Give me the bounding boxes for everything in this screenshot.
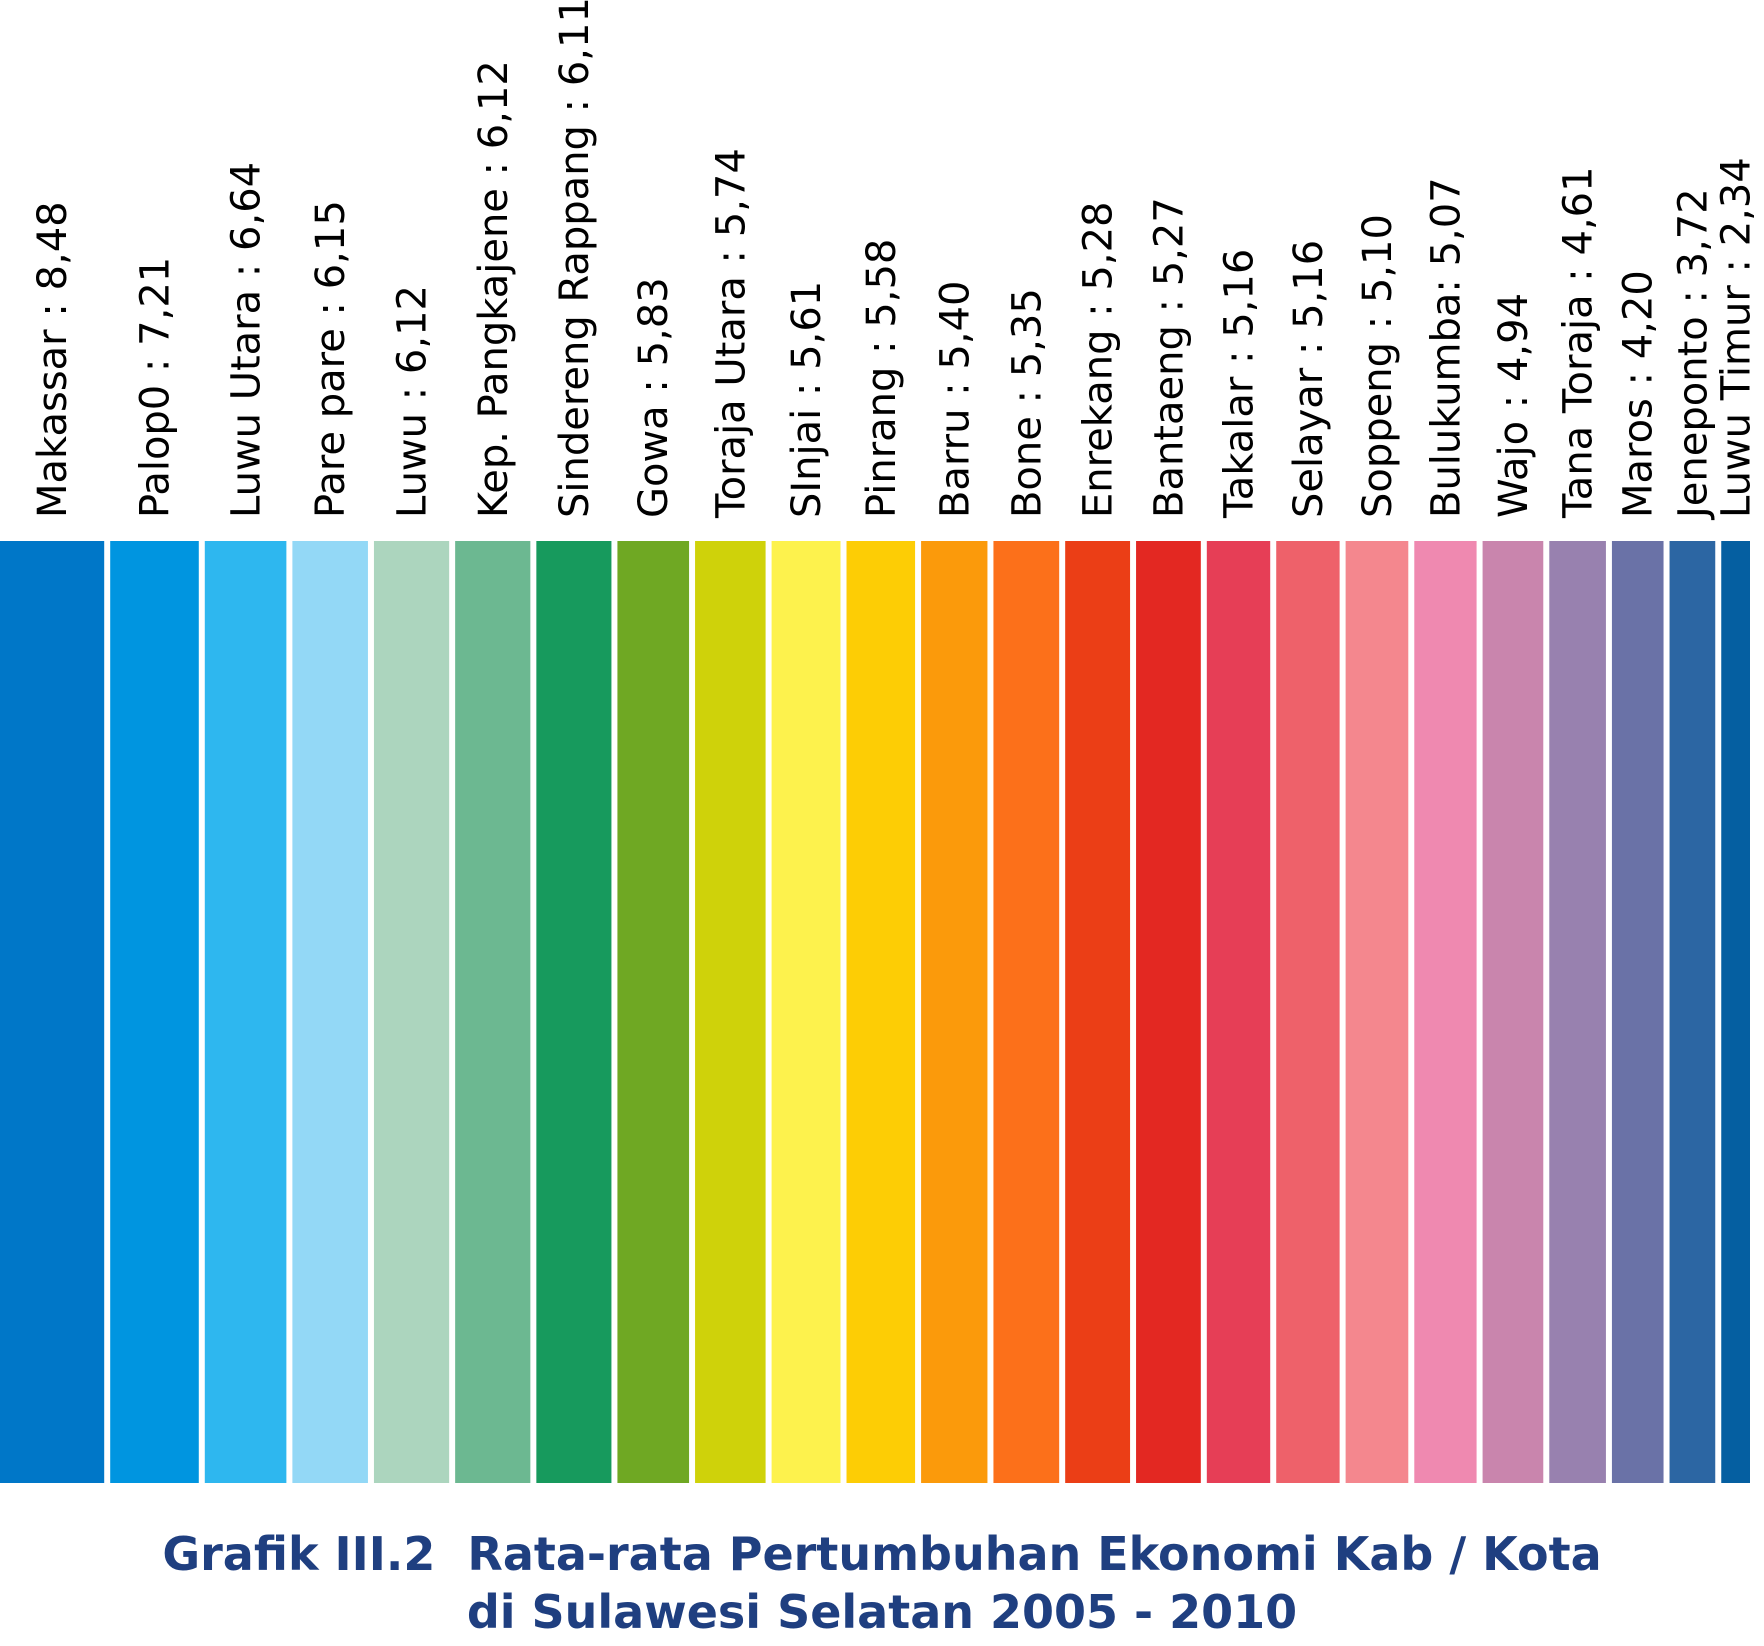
bar-label-2: Palop0 : 7,21 (132, 257, 178, 518)
bar-label-9: Toraja Utara : 5,74 (708, 148, 754, 519)
bar-8 (617, 541, 690, 1483)
bar-labels-group: Makassar : 8,48 Palop0 : 7,21 Luwu Utara :… (30, 0, 1760, 521)
bar-21 (1549, 541, 1606, 1483)
bar-17 (1276, 541, 1340, 1483)
bar-15 (1136, 541, 1201, 1483)
bar-1 (0, 541, 105, 1483)
bar-10 (771, 541, 841, 1483)
bar-label-7: Sindereng Rappang : 6,11 (552, 0, 598, 518)
bar-12 (921, 541, 988, 1483)
bar-label-13: Bone : 5,35 (1004, 288, 1050, 518)
bar-label-20: Wajo : 4,94 (1491, 293, 1537, 518)
bar-label-21: Tana Toraja : 4,61 (1556, 166, 1602, 519)
bar-20 (1482, 541, 1544, 1483)
bar-19 (1414, 541, 1477, 1483)
bars-group (0, 541, 1750, 1483)
bar-label-23: Jeneponto : 3,72 (1670, 188, 1716, 521)
bar-4 (292, 541, 368, 1483)
chart-title: Grafik III.2 Rata-rata Pertumbuhan Ekono… (162, 1527, 1602, 1581)
bar-24 (1721, 541, 1750, 1483)
bar-label-8: Gowa : 5,83 (631, 277, 677, 518)
chart-canvas: Makassar : 8,48 Palop0 : 7,21 Luwu Utara :… (0, 0, 1760, 1483)
bar-3 (204, 541, 287, 1483)
bar-label-19: Bulukumba: 5,07 (1423, 177, 1469, 518)
bar-label-12: Barru : 5,40 (932, 281, 978, 518)
bar-7 (536, 541, 612, 1483)
bar-label-10: SInjai : 5,61 (784, 281, 830, 518)
chart-subtitle: di Sulawesi Selatan 2005 - 2010 (466, 1585, 1298, 1639)
bar-label-11: Pinrang : 5,58 (859, 239, 905, 518)
bar-6 (455, 541, 531, 1483)
bar-11 (846, 541, 916, 1483)
bar-label-3: Luwu Utara : 6,64 (224, 162, 270, 518)
bar-label-6: Kep. Pangkajene : 6,12 (471, 60, 517, 518)
bar-label-24: Luwu Timur : 2,34 (1714, 157, 1760, 518)
bar-16 (1206, 541, 1271, 1483)
bar-label-5: Luwu : 6,12 (390, 285, 436, 518)
bar-label-14: Enrekang : 5,28 (1076, 202, 1122, 518)
bar-13 (993, 541, 1060, 1483)
bar-22 (1611, 541, 1664, 1483)
bar-14 (1065, 541, 1131, 1483)
bar-23 (1669, 541, 1716, 1483)
bar-label-15: Bantaeng : 5,27 (1146, 197, 1192, 518)
bar-2 (110, 541, 199, 1483)
bar-label-16: Takalar : 5,16 (1217, 249, 1263, 519)
bar-5 (373, 541, 450, 1483)
bar-label-4: Pare pare : 6,15 (308, 200, 354, 518)
bar-label-17: Selayar : 5,16 (1286, 240, 1332, 518)
bar-label-1: Makassar : 8,48 (30, 201, 76, 518)
bar-label-18: Soppeng : 5,10 (1355, 214, 1401, 518)
bar-9 (695, 541, 766, 1483)
bar-18 (1345, 541, 1409, 1483)
bar-label-22: Maros : 4,20 (1616, 270, 1662, 518)
